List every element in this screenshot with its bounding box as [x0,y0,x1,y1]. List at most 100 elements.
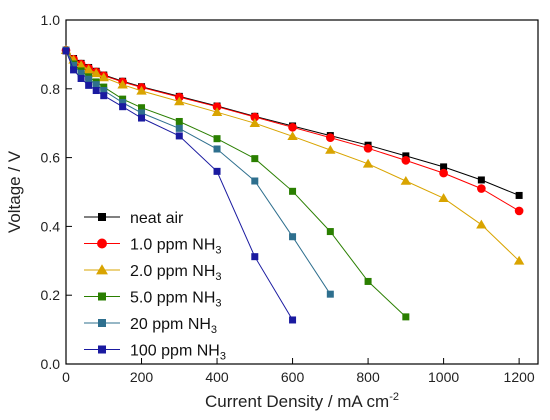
y-tick-label: 0.2 [41,287,61,303]
data-point [138,109,146,117]
data-point [400,175,412,185]
legend-entry: 20 ppm NH3 [84,316,217,336]
data-point [289,316,297,324]
series-3 [62,46,410,321]
data-point [62,47,70,55]
data-point [98,72,109,82]
data-point [213,167,221,175]
series-layer [60,45,525,324]
data-point [362,158,374,168]
data-point [251,177,259,185]
data-point [401,156,411,165]
legend-entry: 5.0 ppm NH3 [84,290,222,310]
data-point [213,145,221,153]
data-point [515,191,523,199]
data-point [250,112,260,122]
y-tick-label: 0.4 [41,218,61,234]
y-tick-label: 1.0 [41,12,61,28]
legend-marker [98,292,106,301]
data-point [326,228,334,236]
data-point [440,163,448,171]
data-point [100,92,108,100]
legend-entry: 2.0 ppm NH3 [84,263,222,283]
x-axis-label: Current Density / mA cm-2 [205,391,399,411]
data-point [249,118,261,127]
legend-label: 5.0 ppm NH3 [130,290,222,310]
x-tick-label: 400 [205,369,229,385]
legend-marker [97,238,107,249]
legend-marker [98,213,106,221]
legend-entry: neat air [84,210,184,227]
legend-marker [98,345,106,354]
legend-entry: 100 ppm NH3 [84,343,226,363]
data-point [138,104,146,112]
axes: 0 200 400 600 800 1000 1200 0.0 0.2 0.4 0.6 0.8 1.0 [41,12,535,385]
legend-label: 100 ppm NH3 [130,343,226,363]
data-point [402,152,410,160]
data-point [326,290,334,298]
data-point [289,233,297,241]
data-point [438,193,449,202]
data-point [477,176,485,184]
x-tick-label: 600 [281,369,305,385]
data-point [136,85,147,95]
data-point [117,79,128,89]
data-point [70,61,78,69]
data-point [77,69,85,77]
data-point [70,66,78,74]
series-line [65,50,407,318]
x-tick-label: 1200 [504,369,535,385]
data-point [325,133,335,142]
data-point [251,253,259,261]
legend-marker [98,319,106,327]
data-point [513,255,525,265]
data-point [476,219,487,229]
data-point [402,313,410,321]
data-point [77,74,85,82]
data-point [211,107,223,116]
series-0 [62,46,523,199]
data-point [325,144,336,154]
data-point [212,102,222,112]
series-2 [60,45,525,265]
data-point [119,103,127,111]
data-point [175,124,183,132]
data-point [138,114,146,122]
legend-marker [96,264,108,275]
series-line [65,49,520,262]
data-point [175,117,183,125]
data-point [477,184,486,193]
x-tick-label: 0 [62,369,70,385]
legend-label: 20 ppm NH3 [130,316,217,336]
data-point [174,96,185,106]
data-point [364,277,372,285]
data-point [289,187,297,195]
data-point [119,99,127,107]
x-tick-label: 800 [356,369,380,385]
data-point [85,81,93,89]
data-point [514,206,524,216]
x-tick-label: 200 [130,369,154,385]
y-tick-label: 0.0 [41,356,61,372]
data-point [92,87,100,95]
data-point [213,135,221,143]
y-tick-label: 0.8 [41,81,61,97]
data-point [92,81,100,89]
data-point [287,131,298,141]
x-tick-label: 1000 [428,369,459,385]
data-point [363,143,373,153]
data-point [83,64,94,74]
legend-label: neat air [130,210,184,227]
y-axis-label: Voltage / V [5,150,24,233]
data-point [251,155,259,163]
legend-label: 1.0 ppm NH3 [130,237,222,257]
plot-frame [65,19,539,365]
legend: neat air 1.0 ppm NH3 2.0 ppm NH3 5.0 ppm NH… [84,210,226,363]
data-point [85,75,93,83]
data-point [439,168,448,178]
data-point [91,68,102,78]
data-point [100,87,108,95]
legend-entry: 1.0 ppm NH3 [84,237,222,257]
data-point [288,122,297,132]
